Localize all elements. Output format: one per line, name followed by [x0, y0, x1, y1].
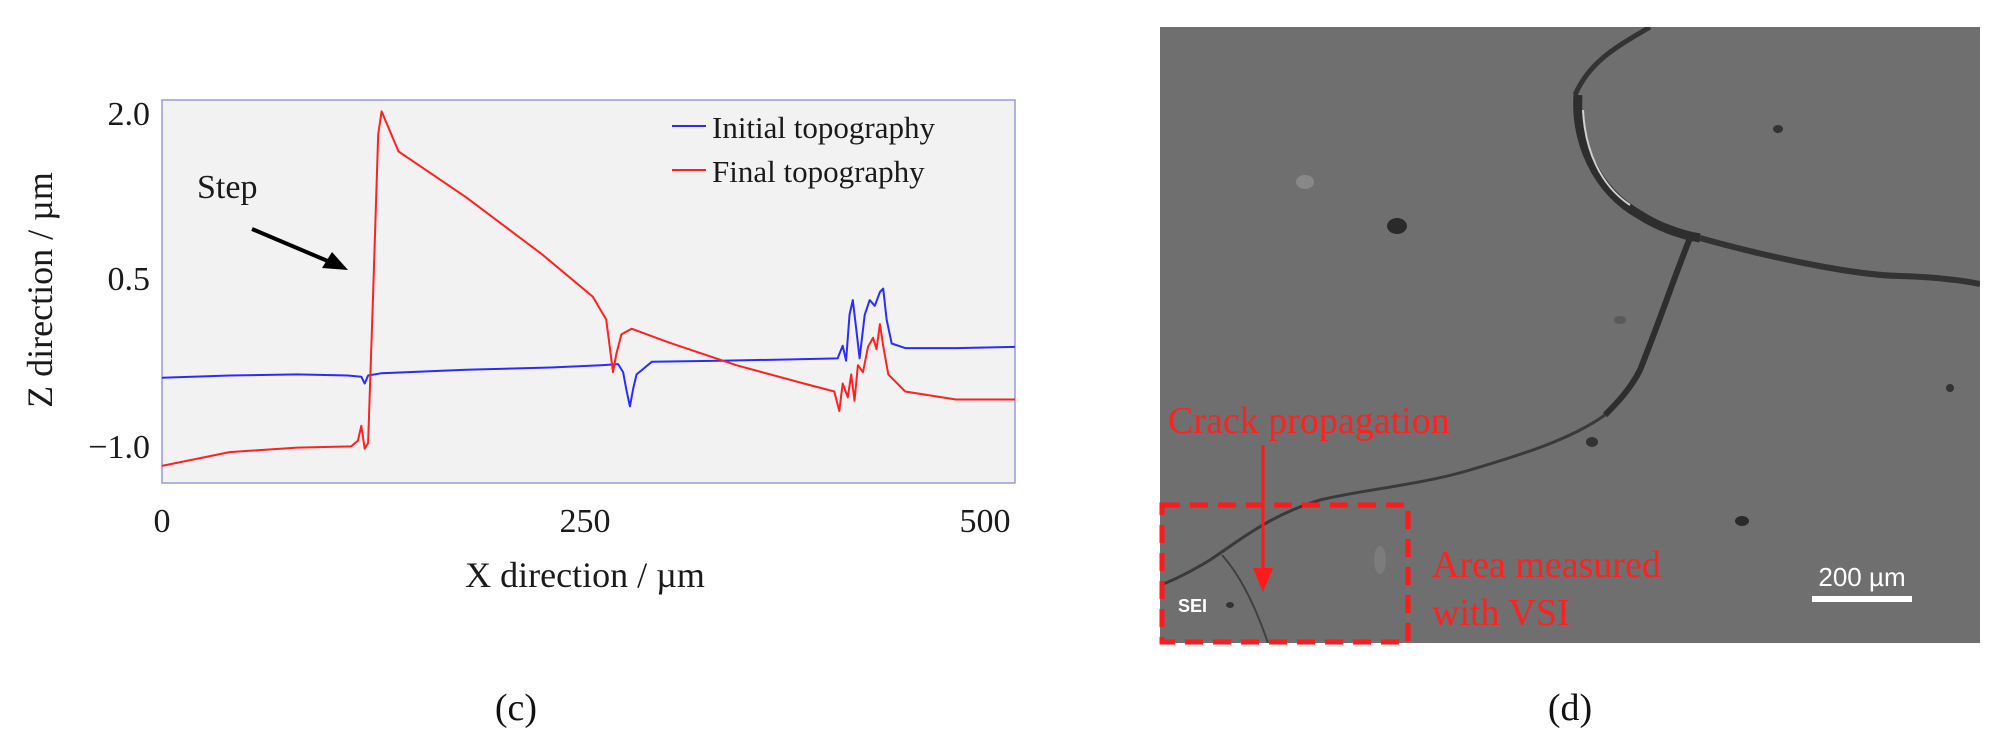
sem-texture — [1160, 27, 1980, 643]
panel-label-d: (d) — [1548, 687, 1592, 729]
line-chart: 2.0 0.5 −1.0 0 250 500 X direction / µm … — [20, 96, 1016, 595]
step-annotation: Step — [197, 169, 348, 270]
crack-highlight — [1582, 109, 1631, 206]
crack-line — [1699, 235, 1980, 287]
series-line-initial-topography — [161, 287, 1016, 408]
measured-area-box — [1159, 502, 1411, 645]
series-layer — [161, 110, 1016, 467]
step-arrowhead — [322, 252, 348, 270]
scale-bar: 200 µm — [1812, 562, 1912, 602]
x-tick-label: 0 — [154, 503, 171, 540]
crack-propagation-label: Crack propagation — [1168, 400, 1450, 442]
pit — [1586, 437, 1598, 447]
legend-label-initial: Initial topography — [712, 110, 935, 145]
y-tick-label: −1.0 — [88, 429, 150, 466]
legend-label-final: Final topography — [712, 154, 925, 189]
sei-label: SEI — [1178, 596, 1207, 616]
crack-line — [1572, 27, 1652, 96]
crack-line — [1602, 236, 1693, 418]
measured-area-label-line2: with VSI — [1432, 592, 1570, 634]
scale-bar-label: 200 µm — [1818, 562, 1905, 592]
crack-arrowhead — [1253, 568, 1273, 592]
legend: Initial topography Final topography — [672, 110, 935, 189]
plot-area — [161, 99, 1016, 484]
pit — [1773, 125, 1783, 133]
scale-bar-line — [1812, 596, 1912, 602]
pit — [1226, 602, 1234, 608]
sem-micrograph: Crack propagation Area measured with VSI… — [1159, 27, 1980, 645]
pit — [1735, 516, 1749, 526]
x-axis-label: X direction / µm — [465, 555, 705, 595]
series-line-final-topography — [161, 110, 1015, 467]
pit — [1374, 546, 1386, 574]
x-tick-label: 250 — [560, 503, 611, 540]
step-arrow-shaft — [251, 227, 331, 264]
measured-area-label-line1: Area measured — [1432, 544, 1661, 586]
crack-line — [1573, 94, 1701, 243]
x-tick-label: 500 — [960, 503, 1011, 540]
pit — [1614, 316, 1626, 324]
pit — [1387, 218, 1407, 234]
y-axis-label: Z direction / µm — [20, 172, 60, 408]
pit — [1296, 175, 1314, 189]
x-tick-labels: 0 250 500 — [154, 503, 1011, 540]
pit — [1946, 384, 1954, 392]
step-label: Step — [197, 169, 257, 206]
crack-branch — [1221, 554, 1269, 643]
y-tick-label: 2.0 — [108, 96, 151, 133]
y-tick-labels: 2.0 0.5 −1.0 — [88, 96, 150, 466]
panel-label-c: (c) — [495, 687, 537, 729]
sem-image-background — [1160, 27, 1980, 643]
y-tick-label: 0.5 — [108, 261, 151, 298]
crack-line — [1160, 413, 1606, 587]
